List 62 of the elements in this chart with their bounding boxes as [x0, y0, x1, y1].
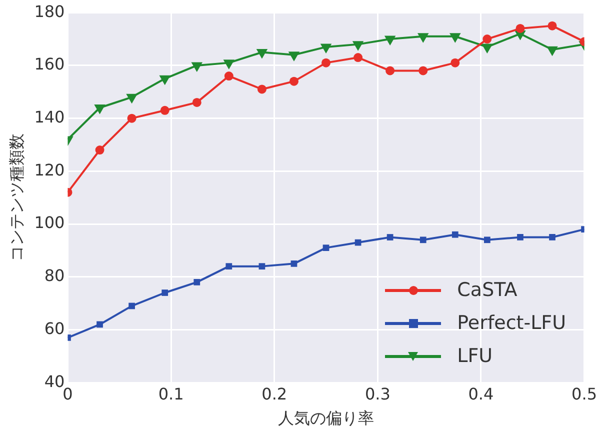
point	[546, 46, 558, 56]
legend-label: Perfect-LFU	[457, 311, 566, 336]
point	[517, 234, 524, 240]
point	[94, 104, 106, 114]
point	[417, 33, 429, 43]
y-tick-label: 80	[44, 266, 65, 286]
point	[482, 44, 493, 54]
x-tick-label: 0.5	[572, 384, 598, 404]
y-axis-title: コンテンツ種類数	[6, 134, 26, 262]
point	[288, 52, 300, 62]
point	[352, 41, 364, 51]
point	[420, 236, 426, 244]
point	[127, 114, 136, 123]
legend-label: LFU	[457, 344, 493, 369]
point	[384, 36, 396, 46]
point	[191, 62, 203, 72]
point	[162, 290, 168, 296]
point	[226, 263, 232, 270]
point	[482, 34, 492, 44]
point	[289, 76, 298, 86]
point	[354, 53, 363, 62]
x-tick-label: 0.1	[158, 384, 184, 404]
point	[450, 58, 460, 68]
point	[386, 66, 395, 76]
point	[194, 278, 200, 286]
point	[96, 321, 103, 328]
point	[322, 244, 330, 251]
y-tick-label: 100	[34, 213, 65, 232]
point	[450, 33, 461, 43]
x-tick-label: 0	[62, 384, 73, 404]
point	[126, 94, 138, 104]
point	[452, 231, 458, 238]
point	[258, 263, 266, 270]
x-tick-label: 0.3	[364, 384, 390, 404]
point	[192, 98, 202, 107]
point	[516, 24, 525, 33]
point	[322, 58, 331, 68]
y-tick-label: 40	[44, 372, 65, 391]
y-tick-label: 160	[34, 54, 65, 74]
legend-label: CaSTA	[457, 278, 518, 303]
point	[224, 72, 234, 81]
point	[386, 234, 394, 240]
x-tick-label: 0.2	[262, 384, 288, 404]
y-tick-label: 180	[34, 2, 65, 21]
point	[159, 75, 170, 86]
point	[256, 48, 268, 59]
point	[128, 302, 135, 310]
x-tick-label: 0.4	[468, 384, 494, 404]
point	[160, 106, 170, 115]
point	[223, 60, 235, 70]
point	[484, 236, 490, 244]
point	[95, 146, 104, 155]
point	[548, 21, 557, 30]
y-tick-label: 140	[34, 107, 65, 126]
point	[320, 44, 332, 54]
x-axis-title: 人気の偏り率	[278, 408, 374, 428]
y-tick-label: 60	[44, 318, 65, 338]
point	[418, 66, 428, 76]
point	[549, 234, 556, 240]
point	[257, 84, 266, 94]
y-tick-label: 120	[34, 160, 65, 180]
point	[290, 260, 298, 267]
